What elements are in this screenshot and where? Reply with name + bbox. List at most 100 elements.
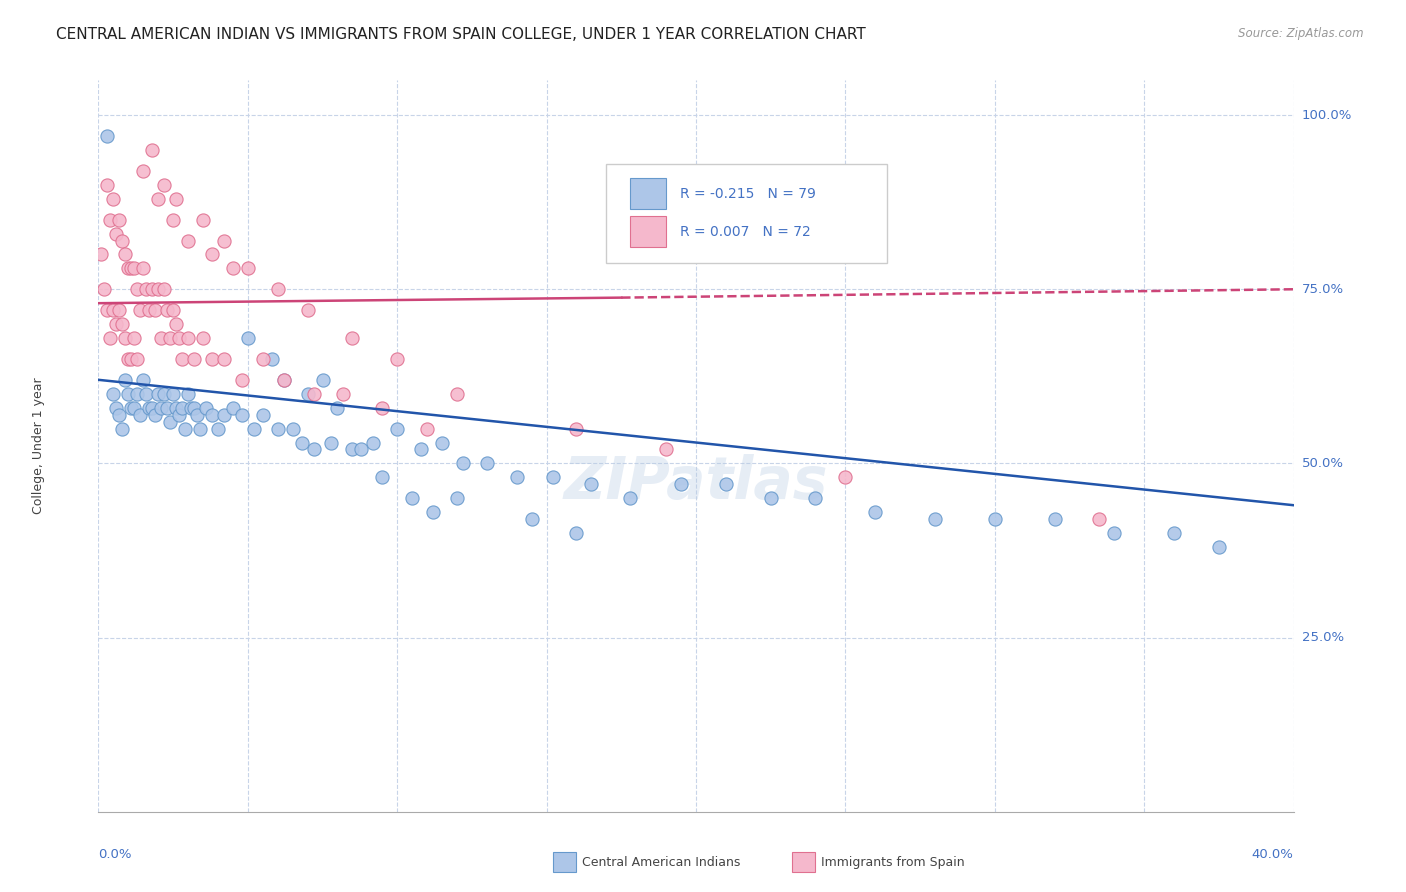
Point: [834, 470, 856, 484]
Point: [260, 351, 283, 366]
Point: [98, 331, 122, 345]
Point: [172, 351, 194, 366]
Point: [156, 401, 179, 415]
Point: [669, 477, 692, 491]
Point: [655, 442, 678, 457]
Point: [103, 303, 125, 318]
Point: [159, 331, 181, 345]
Point: [252, 408, 274, 422]
Point: [186, 408, 208, 422]
Text: ZIPatlas: ZIPatlas: [564, 454, 828, 511]
Point: [212, 351, 235, 366]
Point: [174, 421, 197, 435]
Point: [371, 401, 394, 415]
Point: [172, 401, 194, 415]
Bar: [630, 178, 666, 209]
Point: [207, 421, 229, 435]
Point: [129, 303, 152, 318]
Point: [98, 212, 122, 227]
Point: [619, 491, 641, 506]
Point: [162, 386, 184, 401]
Point: [165, 401, 187, 415]
Point: [148, 282, 170, 296]
Point: [191, 212, 214, 227]
Point: [96, 178, 118, 192]
Point: [138, 303, 160, 318]
Point: [222, 261, 245, 276]
Point: [1043, 512, 1066, 526]
Point: [804, 491, 827, 506]
Point: [111, 234, 134, 248]
Point: [1208, 540, 1230, 554]
Text: 0.0%: 0.0%: [98, 848, 132, 862]
Point: [127, 386, 149, 401]
Point: [1104, 526, 1126, 541]
Point: [363, 435, 385, 450]
Point: [114, 373, 136, 387]
Point: [451, 457, 474, 471]
Point: [243, 421, 266, 435]
Point: [924, 512, 946, 526]
Point: [124, 261, 146, 276]
Point: [159, 415, 181, 429]
Point: [117, 261, 139, 276]
Point: [96, 303, 118, 318]
Point: [252, 351, 274, 366]
Point: [983, 512, 1005, 526]
Point: [302, 442, 325, 457]
Point: [541, 470, 564, 484]
FancyBboxPatch shape: [606, 164, 887, 263]
Point: [135, 386, 157, 401]
Point: [135, 282, 157, 296]
Point: [236, 331, 259, 345]
Point: [167, 408, 190, 422]
Point: [416, 421, 439, 435]
Point: [311, 373, 333, 387]
Point: [127, 351, 149, 366]
Point: [222, 401, 245, 415]
Point: [332, 386, 354, 401]
Point: [108, 212, 131, 227]
Point: [156, 303, 179, 318]
Point: [385, 351, 409, 366]
Point: [111, 421, 134, 435]
Point: [165, 317, 187, 331]
Point: [96, 128, 118, 143]
Point: [411, 442, 433, 457]
Point: [290, 435, 312, 450]
Point: [117, 351, 139, 366]
Point: [124, 401, 146, 415]
Point: [153, 386, 176, 401]
Point: [506, 470, 529, 484]
Point: [153, 178, 176, 192]
Point: [321, 435, 343, 450]
Point: [297, 386, 319, 401]
Point: [120, 401, 142, 415]
Point: [132, 261, 155, 276]
Text: R = 0.007   N = 72: R = 0.007 N = 72: [681, 225, 811, 239]
Point: [430, 435, 453, 450]
Point: [143, 303, 166, 318]
Point: [865, 505, 887, 519]
Point: [143, 408, 166, 422]
Bar: [792, 852, 815, 872]
Point: [446, 386, 468, 401]
Point: [201, 351, 224, 366]
Text: Central American Indians: Central American Indians: [582, 855, 741, 869]
Text: 100.0%: 100.0%: [1302, 109, 1353, 121]
Point: [194, 401, 218, 415]
Bar: [553, 852, 576, 872]
Point: [183, 351, 205, 366]
Point: [191, 331, 214, 345]
Point: [150, 331, 173, 345]
Point: [180, 401, 202, 415]
Point: [385, 421, 409, 435]
Point: [212, 408, 235, 422]
Point: [581, 477, 603, 491]
Point: [565, 421, 588, 435]
Text: 25.0%: 25.0%: [1302, 631, 1344, 644]
Point: [165, 192, 187, 206]
Text: Source: ZipAtlas.com: Source: ZipAtlas.com: [1239, 27, 1364, 40]
Point: [148, 192, 170, 206]
Point: [141, 143, 163, 157]
